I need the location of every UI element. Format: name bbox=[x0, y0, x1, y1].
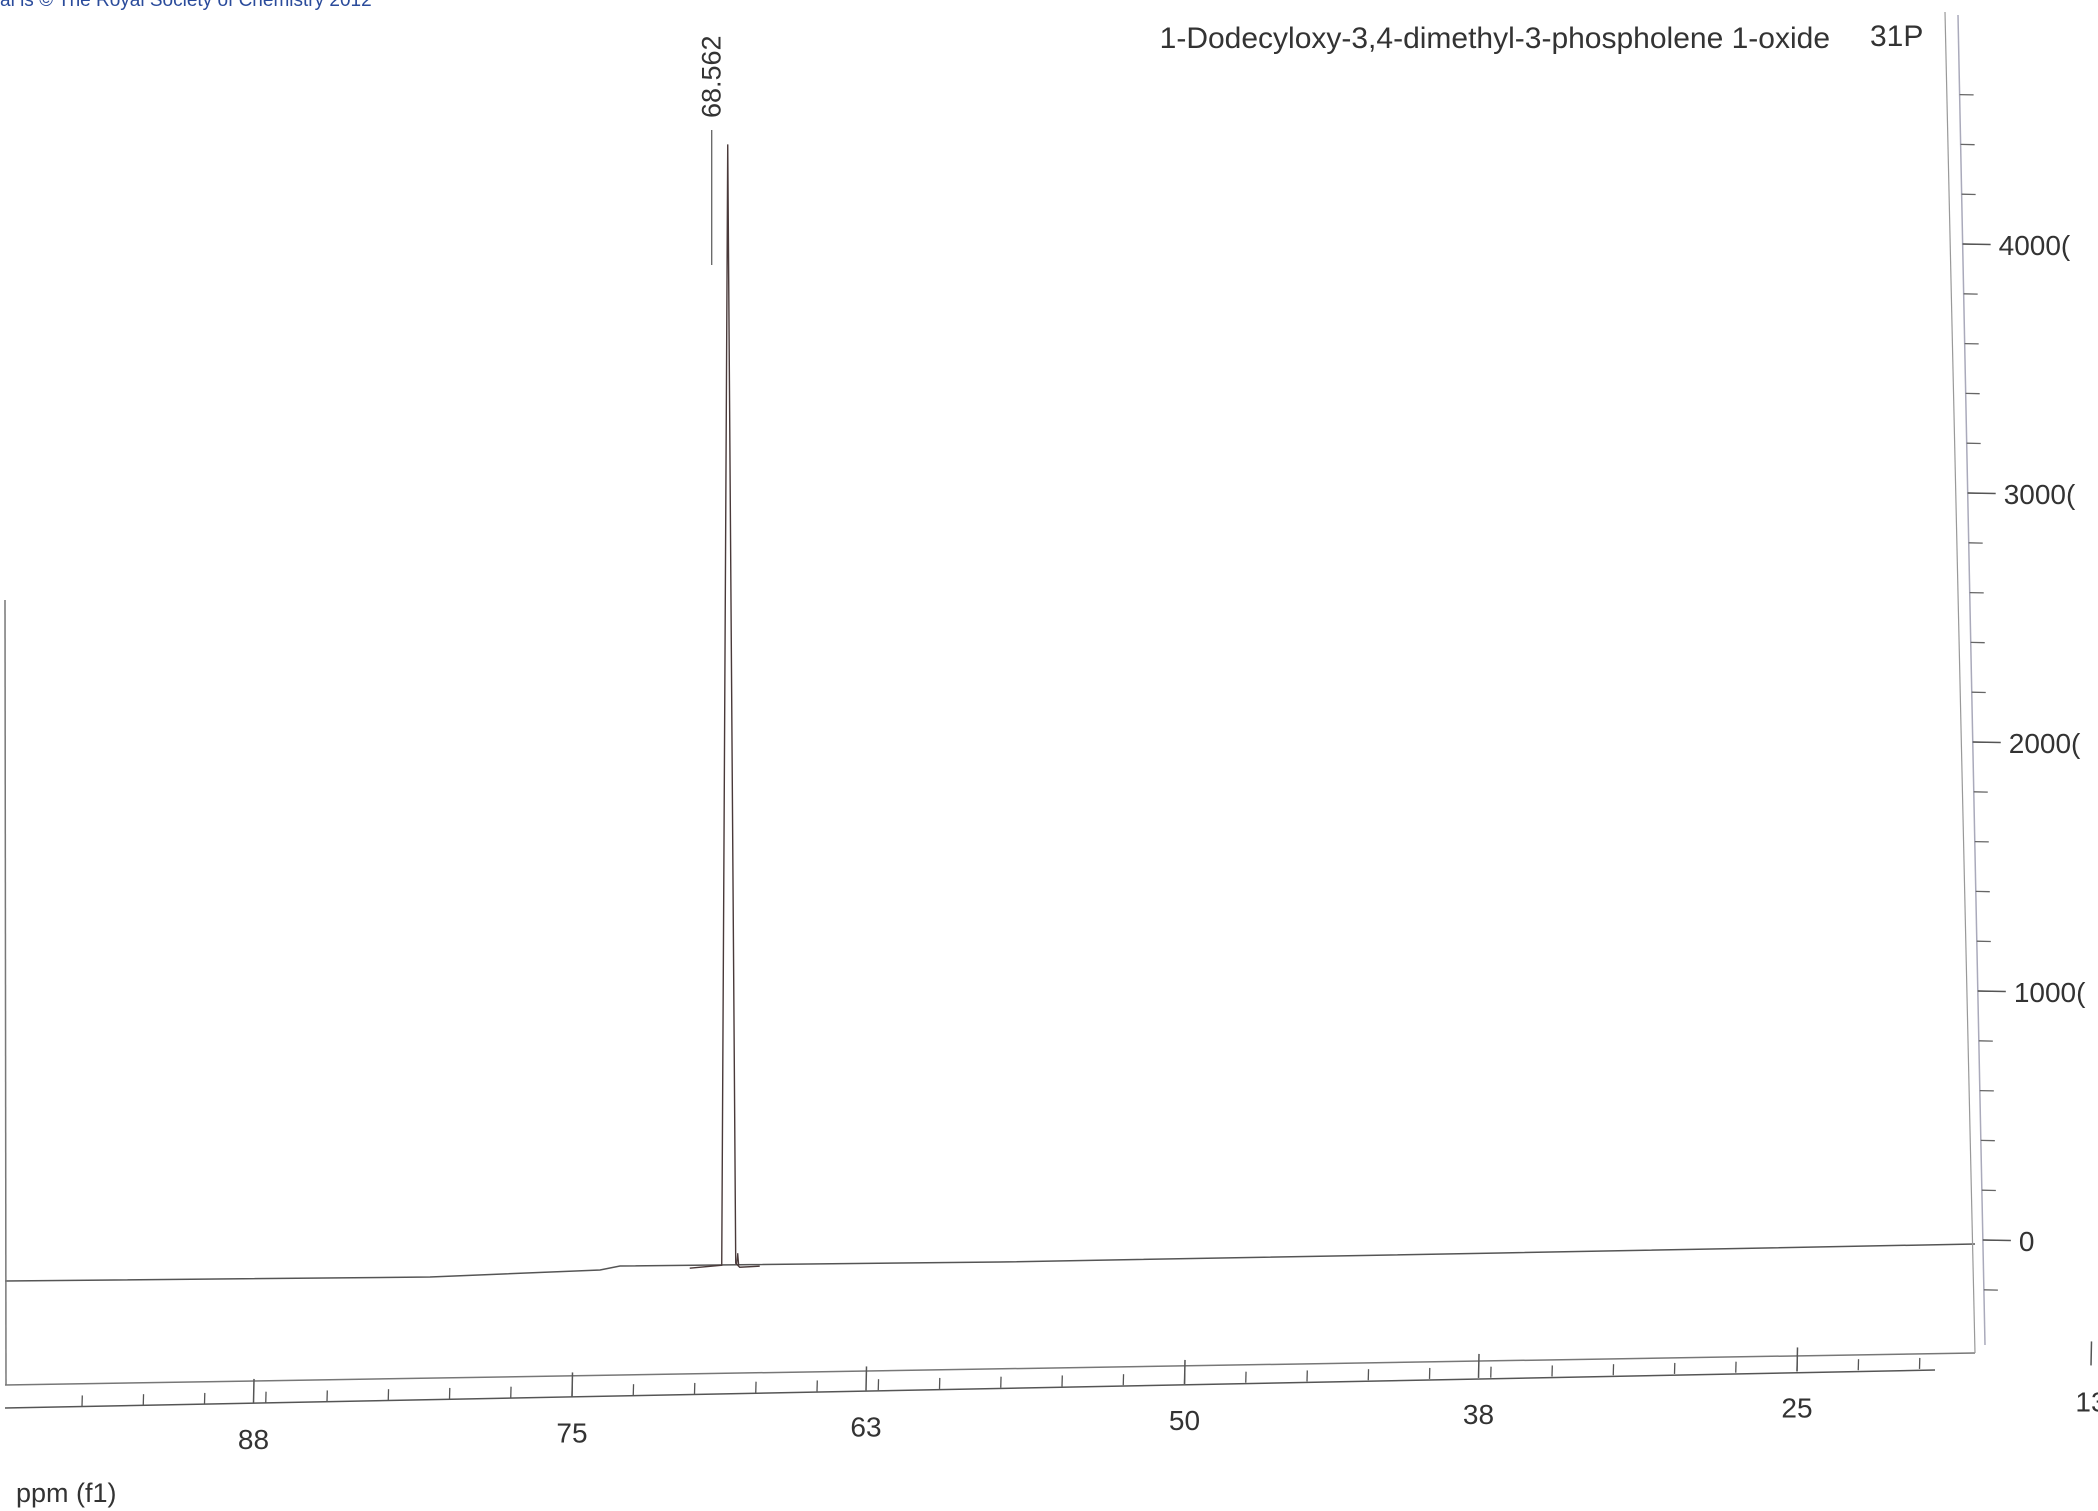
x-major-tick bbox=[252, 1378, 255, 1403]
copyright-notice: al is © The Royal Society of Chemistry 2… bbox=[0, 0, 372, 11]
frame-right bbox=[1944, 11, 1976, 1354]
y-major-tick bbox=[1962, 243, 1991, 246]
y-major-tick bbox=[1972, 741, 2001, 744]
chart-title: 1-Dodecyloxy-3,4-dimethyl-3-phospholene … bbox=[1160, 22, 1830, 55]
baseline bbox=[4, 1243, 1976, 1282]
x-axis-line bbox=[4, 1369, 1936, 1409]
x-major-tick bbox=[1183, 1359, 1186, 1384]
x-tick-label: 63 bbox=[850, 1411, 881, 1442]
y-tick-label: 2000( bbox=[2009, 728, 2081, 759]
frame-bottom bbox=[4, 1352, 1976, 1386]
x-tick-label: 75 bbox=[556, 1417, 587, 1448]
y-axis-ticks: 0 1000( 2000( 3000( 4000( bbox=[1959, 93, 2086, 1291]
x-axis-ticks: 88 75 63 50 38 25 13 bbox=[81, 1341, 2098, 1455]
x-tick-label: 50 bbox=[1169, 1405, 1200, 1436]
y-major-tick bbox=[1982, 1239, 2011, 1242]
y-tick-label: 4000( bbox=[1999, 230, 2071, 261]
x-major-tick bbox=[1477, 1353, 1480, 1378]
x-major-tick bbox=[1796, 1347, 1799, 1372]
peak-label: 68.562 bbox=[697, 35, 727, 118]
nucleus-label: 31P bbox=[1870, 20, 1923, 53]
y-major-tick bbox=[1977, 990, 2006, 993]
x-axis-label: ppm (f1) bbox=[16, 1478, 117, 1508]
x-major-tick bbox=[2090, 1341, 2093, 1366]
x-major-tick bbox=[571, 1372, 574, 1397]
x-tick-label: 13 bbox=[2075, 1386, 2098, 1417]
x-tick-label: 25 bbox=[1781, 1392, 1812, 1423]
peak-shoulder bbox=[736, 1253, 740, 1266]
x-tick-label: 38 bbox=[1463, 1399, 1494, 1430]
x-major-tick bbox=[865, 1366, 868, 1391]
y-major-tick bbox=[1967, 492, 1996, 495]
frame-left bbox=[4, 599, 7, 1386]
peaks-group: 68.562 bbox=[689, 35, 760, 1269]
y-tick-label: 1000( bbox=[2014, 977, 2086, 1008]
y-tick-label: 3000( bbox=[2004, 479, 2076, 510]
y-tick-label: 0 bbox=[2019, 1226, 2035, 1257]
peak-line bbox=[689, 144, 760, 1269]
x-tick-label: 88 bbox=[238, 1424, 269, 1455]
y-axis-line bbox=[1957, 14, 1986, 1346]
